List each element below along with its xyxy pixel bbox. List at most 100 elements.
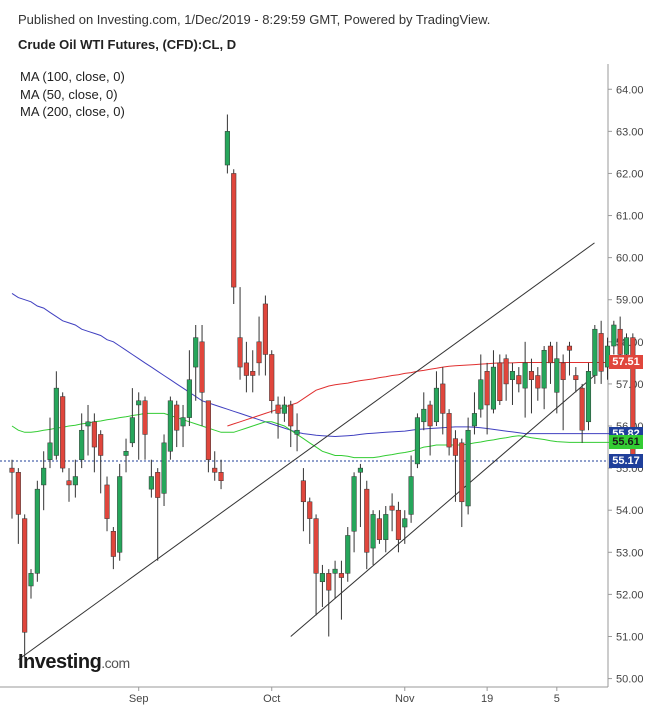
candle-down — [199, 341, 205, 393]
candle-up — [370, 514, 376, 549]
candle-up — [41, 467, 47, 486]
candle-down — [142, 400, 148, 435]
x-tick-label: Nov — [395, 693, 415, 705]
candle-up — [123, 451, 129, 456]
candle-down — [300, 480, 306, 503]
candle-down — [231, 173, 237, 288]
candle-up — [47, 442, 53, 460]
candle-up — [117, 476, 123, 553]
candle-down — [547, 345, 554, 364]
candle-up — [53, 387, 59, 456]
price-tag: 57.51 — [609, 355, 643, 370]
candle-up — [408, 476, 414, 515]
logo-domain: .com — [101, 655, 130, 671]
candle-down — [497, 362, 503, 402]
candle-down — [110, 531, 116, 557]
candle-down — [15, 472, 21, 515]
candle-up — [79, 429, 85, 460]
candle-down — [560, 362, 566, 380]
candle-up — [490, 366, 497, 410]
candle-down — [98, 434, 104, 456]
chart-title: Crude Oil WTI Futures, (CFD):CL, D — [18, 37, 237, 52]
candle-down — [338, 573, 344, 578]
candle-up — [465, 429, 471, 507]
candle-down — [427, 404, 433, 427]
y-tick-label: 60.00 — [616, 253, 644, 265]
candle-up — [351, 476, 357, 532]
candle-down — [269, 354, 275, 402]
candle-up — [585, 371, 592, 423]
candle-down — [155, 472, 161, 498]
candle-up — [28, 573, 34, 587]
candle-down — [262, 303, 268, 355]
investing-logo: Investing.com — [18, 651, 130, 674]
candle-down — [313, 518, 319, 574]
legend-ma50: MA (50, close, 0) — [20, 87, 118, 102]
y-tick-label: 54.00 — [616, 505, 644, 517]
candle-down — [256, 341, 262, 364]
candle-down — [104, 484, 110, 519]
candle-up — [471, 413, 478, 427]
candle-up — [414, 417, 420, 465]
ma100-line — [11, 292, 633, 438]
candle-up — [433, 387, 439, 423]
candle-up — [332, 568, 338, 574]
y-tick-label: 62.00 — [616, 168, 644, 180]
candle-down — [288, 404, 294, 427]
candle-down — [598, 333, 604, 372]
candle-down — [440, 383, 446, 414]
y-tick-label: 51.00 — [616, 631, 644, 643]
candle-up — [522, 362, 528, 389]
candle-down — [307, 501, 313, 519]
candle-down — [66, 480, 72, 486]
candle-down — [535, 375, 541, 389]
candle-down — [566, 345, 573, 351]
y-tick-label: 50.00 — [616, 674, 644, 686]
candle-up — [383, 514, 389, 540]
candle-up — [541, 349, 547, 389]
candle-up — [319, 573, 325, 583]
candle-up — [136, 400, 142, 406]
y-tick-label: 63.00 — [616, 126, 644, 138]
candle-down — [218, 472, 224, 481]
candle-down — [573, 375, 579, 380]
candle-down — [364, 488, 370, 553]
y-tick-label: 61.00 — [616, 211, 644, 223]
ma50-line — [11, 412, 633, 459]
candle-up — [554, 358, 560, 393]
candle-up — [421, 408, 427, 423]
candle-up — [345, 535, 351, 574]
candle-up — [72, 476, 78, 486]
candle-down — [516, 375, 522, 385]
trendline-1 — [18, 242, 595, 661]
candle-up — [402, 518, 408, 528]
candle-down — [205, 400, 211, 460]
candle-up — [161, 442, 167, 494]
candle-down — [326, 573, 332, 591]
candle-down — [484, 371, 490, 406]
candle-down — [617, 328, 623, 355]
candle-up — [180, 417, 186, 427]
candle-down — [22, 518, 28, 633]
published-note: Published on Investing.com, 1/Dec/2019 -… — [18, 12, 491, 27]
candle-up — [281, 404, 287, 414]
candle-down — [212, 467, 218, 473]
y-tick-label: 59.00 — [616, 295, 644, 307]
candle-up — [85, 421, 91, 427]
candle-down — [237, 337, 243, 368]
legend-ma200: MA (200, close, 0) — [20, 104, 125, 119]
candle-down — [60, 396, 66, 469]
candle-down — [579, 387, 585, 431]
logo-name: Investing — [18, 651, 102, 673]
candle-down — [528, 371, 535, 380]
price-tag: 55.17 — [609, 453, 643, 468]
x-tick-label: 5 — [554, 693, 560, 705]
candle-down — [503, 358, 509, 385]
x-tick-label: 19 — [481, 693, 493, 705]
candle-down — [395, 509, 401, 540]
candle-up — [294, 429, 300, 435]
candle-up — [509, 371, 516, 380]
candle-down — [459, 442, 465, 503]
candle-up — [478, 379, 484, 410]
